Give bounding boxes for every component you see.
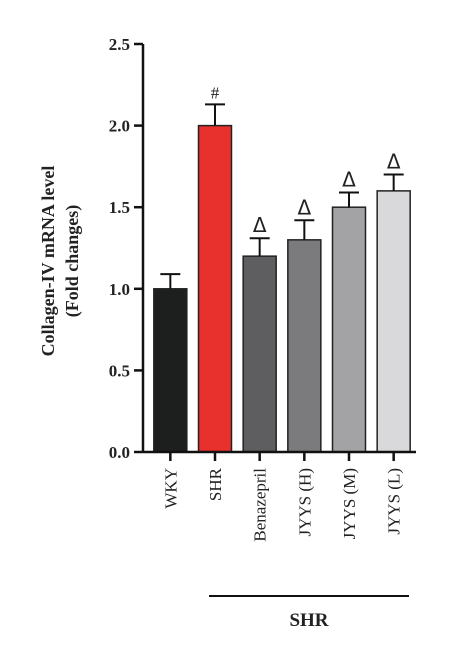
bar-jyys-h (287, 239, 322, 453)
y-tick-label: 2.0 (109, 117, 130, 136)
y-tick-label: 2.5 (109, 35, 130, 54)
y-tick-label: 0.0 (109, 443, 130, 462)
y-tick-label: 0.5 (109, 361, 130, 380)
bars: # Δ Δ Δ Δ (153, 83, 411, 453)
significance-delta: Δ (297, 195, 311, 219)
significance-delta: Δ (253, 213, 267, 237)
bar-shr (197, 124, 233, 453)
y-axis-title-line2: (Fold changes) (62, 205, 83, 318)
y-axis-title-line1: Collagen-IV mRNA level (38, 166, 58, 357)
bar-jyys-l (376, 190, 411, 453)
x-category-label: SHR (206, 467, 225, 501)
significance-delta: Δ (387, 150, 401, 174)
x-axis: WKY SHR Benazepril JYYS (H) JYYS (M) JYYS (L) (143, 450, 416, 542)
x-category-label: JYYS (M) (340, 468, 359, 539)
x-category-label: Benazepril (251, 468, 270, 542)
significance-delta: Δ (342, 168, 356, 192)
x-category-label: JYYS (L) (385, 468, 404, 535)
y-tick-label: 1.5 (109, 198, 130, 217)
x-category-label: JYYS (H) (295, 468, 314, 536)
group-label: SHR (289, 610, 328, 631)
x-category-label: WKY (161, 468, 180, 509)
y-tick-label: 1.0 (109, 280, 130, 299)
significance-hash: # (211, 83, 220, 102)
bar-jyys-m (331, 206, 367, 453)
bar-benazepril (242, 255, 277, 453)
y-axis: 0.0 0.5 1.0 1.5 2.0 2.5 (109, 35, 145, 462)
bar-wky (153, 288, 188, 453)
